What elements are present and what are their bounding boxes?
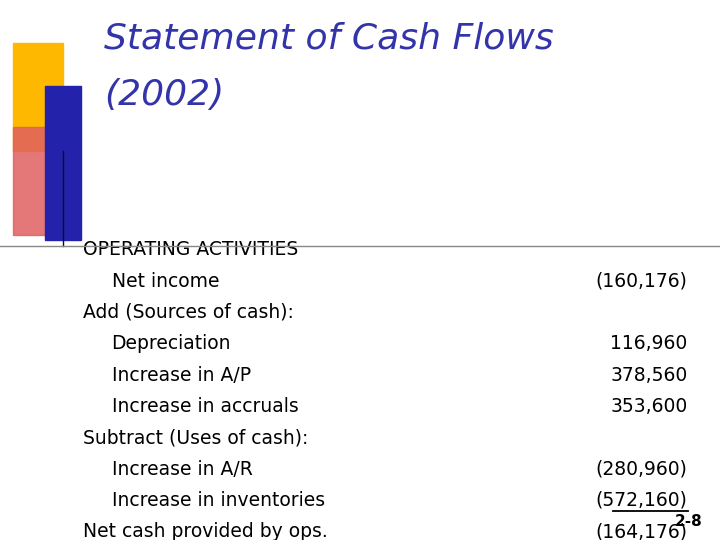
Text: Increase in accruals: Increase in accruals [112, 397, 298, 416]
Text: (160,176): (160,176) [595, 272, 688, 291]
Text: (280,960): (280,960) [595, 460, 688, 478]
Text: (2002): (2002) [104, 78, 225, 112]
Text: Add (Sources of cash):: Add (Sources of cash): [83, 303, 294, 322]
Text: Increase in A/R: Increase in A/R [112, 460, 253, 478]
Text: Depreciation: Depreciation [112, 334, 231, 353]
Bar [13, 127, 60, 235]
Text: OPERATING ACTIVITIES: OPERATING ACTIVITIES [83, 240, 298, 259]
Text: (572,160): (572,160) [595, 491, 688, 510]
Text: 2-8: 2-8 [674, 514, 702, 529]
Text: 116,960: 116,960 [611, 334, 688, 353]
Bar [13, 43, 63, 151]
Text: 353,600: 353,600 [611, 397, 688, 416]
Text: Statement of Cash Flows: Statement of Cash Flows [104, 22, 554, 56]
Text: 378,560: 378,560 [611, 366, 688, 384]
Text: Increase in A/P: Increase in A/P [112, 366, 251, 384]
Text: Net income: Net income [112, 272, 219, 291]
Text: Increase in inventories: Increase in inventories [112, 491, 325, 510]
Text: Subtract (Uses of cash):: Subtract (Uses of cash): [83, 428, 308, 447]
Text: (164,176): (164,176) [595, 522, 688, 540]
Bar [45, 86, 81, 240]
Text: Net cash provided by ops.: Net cash provided by ops. [83, 522, 328, 540]
